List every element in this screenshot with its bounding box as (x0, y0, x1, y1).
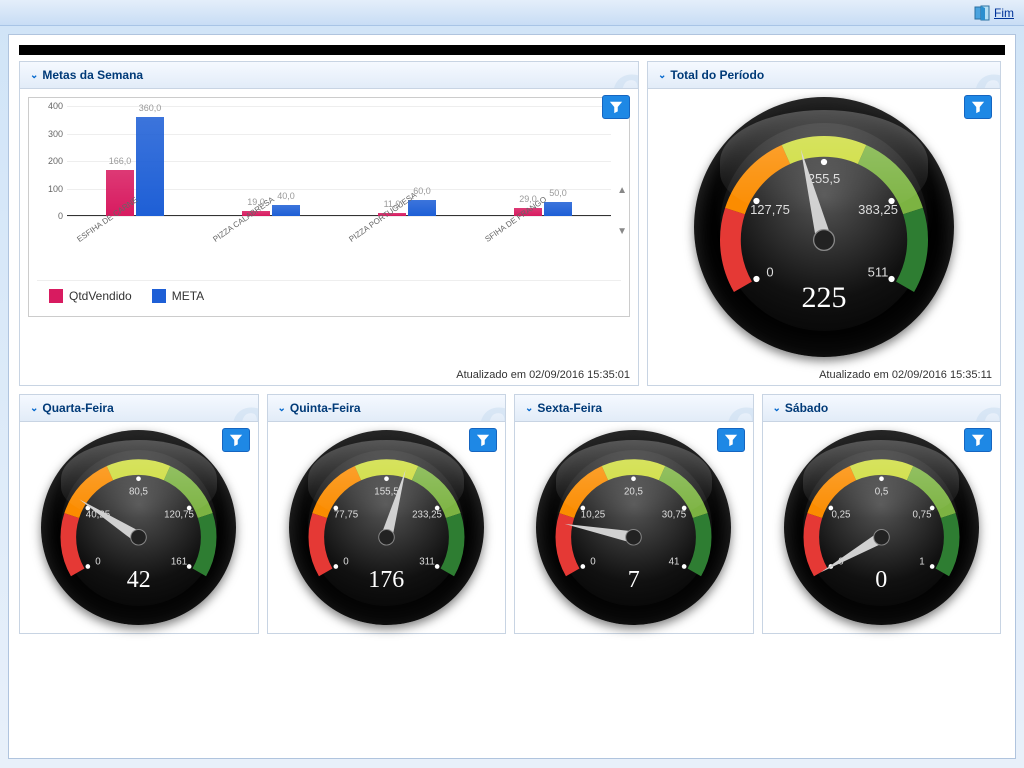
panel-metas: ⌄ Metas da Semana o 0100200300400 166,03… (19, 61, 639, 386)
chevron-down-icon: ⌄ (773, 403, 781, 414)
filter-button[interactable] (964, 428, 992, 452)
watermark-icon: o (478, 395, 505, 422)
funnel-icon (229, 433, 243, 447)
panel-title: Sexta-Feira (537, 401, 602, 415)
dashboard-scroll[interactable]: ⌄ Metas da Semana o 0100200300400 166,03… (19, 61, 1005, 756)
panel-total: ⌄ Total do Período o 0127,75255,5383,255… (647, 61, 1001, 386)
chart-scrollbar[interactable]: ▲▼ (617, 185, 627, 237)
svg-text:0,25: 0,25 (831, 510, 851, 521)
gauge-quarta: 040,2580,5120,7516142 (41, 430, 236, 625)
funnel-icon (971, 100, 985, 114)
gauge-quinta: 077,75155,5233,25311176 (289, 430, 484, 625)
watermark-icon: o (611, 62, 638, 89)
funnel-icon (971, 433, 985, 447)
svg-text:120,75: 120,75 (164, 510, 194, 521)
svg-text:155,5: 155,5 (374, 486, 399, 497)
chevron-down-icon: ⌄ (658, 70, 666, 81)
gauge-total: 0127,75255,5383,25511225 (694, 97, 954, 357)
gauge-sexta: 010,2520,530,75417 (536, 430, 731, 625)
panel-title: Metas da Semana (42, 68, 143, 82)
exit-icon (974, 5, 990, 21)
top-black-bar (19, 45, 1005, 55)
panel-quarta: ⌄ Quarta-Feira o 040,2580,5120,7516142 (19, 394, 259, 634)
svg-text:20,5: 20,5 (624, 486, 644, 497)
panel-header[interactable]: ⌄ Sexta-Feira o (515, 395, 753, 422)
panel-title: Quarta-Feira (42, 401, 113, 415)
funnel-icon (476, 433, 490, 447)
panel-title: Quinta-Feira (290, 401, 361, 415)
updated-text: Atualizado em 02/09/2016 15:35:01 (20, 365, 638, 385)
panel-title: Sábado (785, 401, 828, 415)
chevron-down-icon: ⌄ (30, 403, 38, 414)
filter-button[interactable] (964, 95, 992, 119)
watermark-icon: o (231, 395, 258, 422)
content-frame: ⌄ Metas da Semana o 0100200300400 166,03… (8, 34, 1016, 759)
title-bar: Fim (0, 0, 1024, 26)
svg-text:80,5: 80,5 (129, 486, 149, 497)
updated-text: Atualizado em 02/09/2016 15:35:11 (648, 365, 1000, 385)
funnel-icon (724, 433, 738, 447)
svg-text:511: 511 (868, 264, 889, 279)
panel-sabado: ⌄ Sábado o 00,250,50,7510 (762, 394, 1002, 634)
watermark-icon: o (973, 62, 1000, 89)
svg-text:77,75: 77,75 (334, 510, 359, 521)
panel-sexta: ⌄ Sexta-Feira o 010,2520,530,75417 (514, 394, 754, 634)
filter-button[interactable] (602, 95, 630, 119)
panel-header[interactable]: ⌄ Quarta-Feira o (20, 395, 258, 422)
svg-text:127,75: 127,75 (750, 202, 790, 217)
panel-quinta: ⌄ Quinta-Feira o 077,75155,5233,25311176 (267, 394, 507, 634)
funnel-icon (609, 100, 623, 114)
filter-button[interactable] (222, 428, 250, 452)
panel-header-metas[interactable]: ⌄ Metas da Semana o (20, 62, 638, 89)
fim-label: Fim (994, 6, 1014, 20)
svg-text:233,25: 233,25 (412, 510, 442, 521)
watermark-icon: o (973, 395, 1000, 422)
fim-button[interactable]: Fim (974, 5, 1014, 21)
svg-text:383,25: 383,25 (858, 202, 898, 217)
panel-header[interactable]: ⌄ Sábado o (763, 395, 1001, 422)
filter-button[interactable] (469, 428, 497, 452)
svg-text:0,75: 0,75 (912, 510, 932, 521)
chevron-down-icon: ⌄ (30, 70, 38, 81)
svg-text:30,75: 30,75 (662, 510, 687, 521)
watermark-icon: o (726, 395, 753, 422)
svg-text:10,25: 10,25 (581, 510, 606, 521)
svg-text:0: 0 (766, 264, 773, 279)
panel-title: Total do Período (670, 68, 764, 82)
chart-legend: QtdVendidoMETA (37, 280, 621, 311)
panel-header-total[interactable]: ⌄ Total do Período o (648, 62, 1000, 89)
filter-button[interactable] (717, 428, 745, 452)
svg-text:0,5: 0,5 (874, 486, 888, 497)
bar-chart: 0100200300400 166,0360,019,040,011,060,0… (28, 97, 630, 317)
gauge-sabado: 00,250,50,7510 (784, 430, 979, 625)
chevron-down-icon: ⌄ (525, 403, 533, 414)
chevron-down-icon: ⌄ (278, 403, 286, 414)
panel-header[interactable]: ⌄ Quinta-Feira o (268, 395, 506, 422)
